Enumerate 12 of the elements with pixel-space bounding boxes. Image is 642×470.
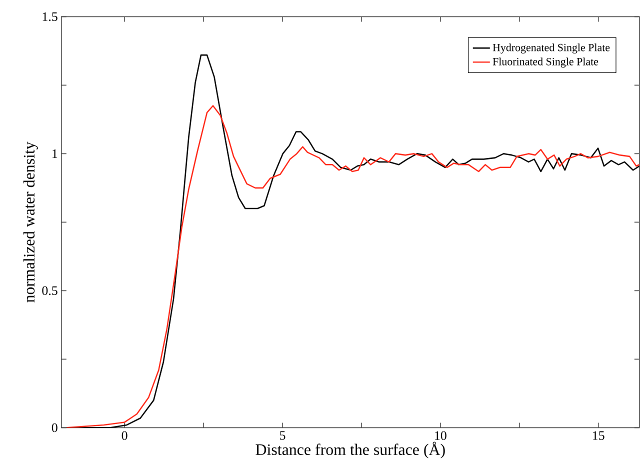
- y-tick-label: 1.5: [42, 12, 58, 22]
- y-tick-label: 0: [52, 423, 58, 432]
- y-tick-label: 0.5: [42, 286, 58, 296]
- y-tick-label: 1: [52, 149, 58, 158]
- x-axis-title: Distance from the surface (Å): [256, 442, 445, 458]
- x-tick-label: 0: [122, 431, 128, 440]
- legend-label: Hydrogenated Single Plate: [492, 44, 610, 54]
- y-axis-title: normalized water density: [23, 142, 38, 302]
- legend-label: Fluorinated Single Plate: [492, 58, 598, 68]
- x-tick-label: 5: [280, 431, 286, 440]
- x-tick-label: 10: [435, 431, 446, 440]
- x-tick-label: 15: [593, 431, 604, 440]
